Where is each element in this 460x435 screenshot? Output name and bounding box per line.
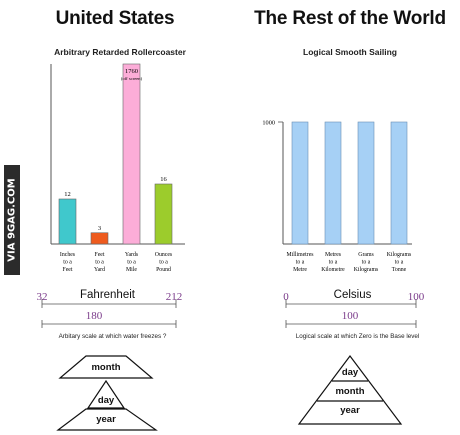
us-tick-label: Feet — [63, 267, 73, 273]
fahrenheit-label: Fahrenheit — [80, 289, 135, 301]
watermark-badge: VIA 9GAG.COM — [4, 165, 20, 275]
us-pyramid-top-label: month — [91, 362, 121, 373]
world-tick-label: to a — [395, 260, 404, 266]
us-tick-label: Ounces — [155, 252, 173, 258]
us-pyramid-middle-tier — [86, 379, 126, 409]
us-pyramid-middle-label: day — [97, 395, 115, 406]
world-bar — [357, 121, 375, 245]
world-y-tick-label: 1000 — [262, 120, 275, 127]
world-pyramid-top-label: day — [341, 367, 359, 378]
us-tick-label: Yard — [94, 267, 105, 273]
us-pyramid-top-tier — [58, 355, 154, 379]
world-heading: The Rest of the World — [254, 8, 446, 29]
fahrenheit-span: 180 — [85, 310, 103, 322]
celsius-span: 100 — [341, 310, 359, 322]
world-pyramid-bottom-label: year — [340, 405, 360, 416]
us-bar — [90, 232, 109, 245]
celsius-label: Celsius — [333, 289, 372, 301]
us-bar — [58, 198, 77, 245]
world-tick-label: Metres — [325, 252, 342, 258]
fahrenheit-max: 212 — [165, 291, 183, 303]
us-tick-label: Yards — [125, 252, 139, 258]
us-bar-value-label: 3 — [98, 225, 101, 232]
celsius-max: 100 — [407, 291, 425, 303]
world-tick-label: Grams — [358, 252, 374, 258]
world-pyramid — [297, 355, 403, 425]
world-bar — [291, 121, 309, 245]
world-tick-label: to a — [362, 260, 371, 266]
us-bar — [154, 183, 173, 245]
world-tick-label: Tonne — [392, 267, 407, 273]
world-tick-label: Metre — [293, 267, 307, 273]
us-pyramid-bottom-label: year — [96, 414, 116, 425]
us-tick-label: to a — [63, 260, 72, 266]
us-chart-title: Arbitrary Retarded Rollercoaster — [54, 47, 186, 57]
us-pyramid-bottom-tier — [56, 408, 158, 431]
fahrenheit-note: Arbitary scale at which water freezes ? — [58, 333, 167, 340]
us-bar — [122, 63, 141, 245]
us-tick-label: to a — [127, 260, 136, 266]
us-tick-label: Inches — [60, 252, 76, 258]
world-tick-label: Millimetres — [286, 252, 314, 258]
world-bar — [324, 121, 342, 245]
world-tick-label: Kilometre — [321, 267, 345, 273]
world-tick-label: to a — [296, 260, 305, 266]
world-tick-label: to a — [329, 260, 338, 266]
us-tick-label: to a — [95, 260, 104, 266]
celsius-min: 0 — [283, 291, 289, 303]
us-bar-value-label: 1760 — [125, 68, 138, 75]
fahrenheit-min: 32 — [36, 291, 48, 303]
us-tick-label: Mile — [126, 267, 137, 273]
world-tick-label: Kilograms — [354, 267, 379, 273]
us-tick-label: to a — [159, 260, 168, 266]
us-tick-label: Feet — [95, 252, 105, 258]
world-bar — [390, 121, 408, 245]
us-bar-value-note: (off screen) — [121, 76, 143, 81]
world-chart-title: Logical Smooth Sailing — [303, 47, 397, 57]
world-pyramid-middle-label: month — [335, 386, 365, 397]
us-tick-label: Pound — [156, 267, 171, 273]
world-tick-label: Kilograms — [387, 252, 412, 258]
us-bar-value-label: 16 — [160, 176, 167, 183]
celsius-note: Logical scale at which Zero is the Base … — [295, 333, 420, 340]
us-bar-value-label: 12 — [64, 191, 71, 198]
us-heading: United States — [55, 8, 175, 29]
